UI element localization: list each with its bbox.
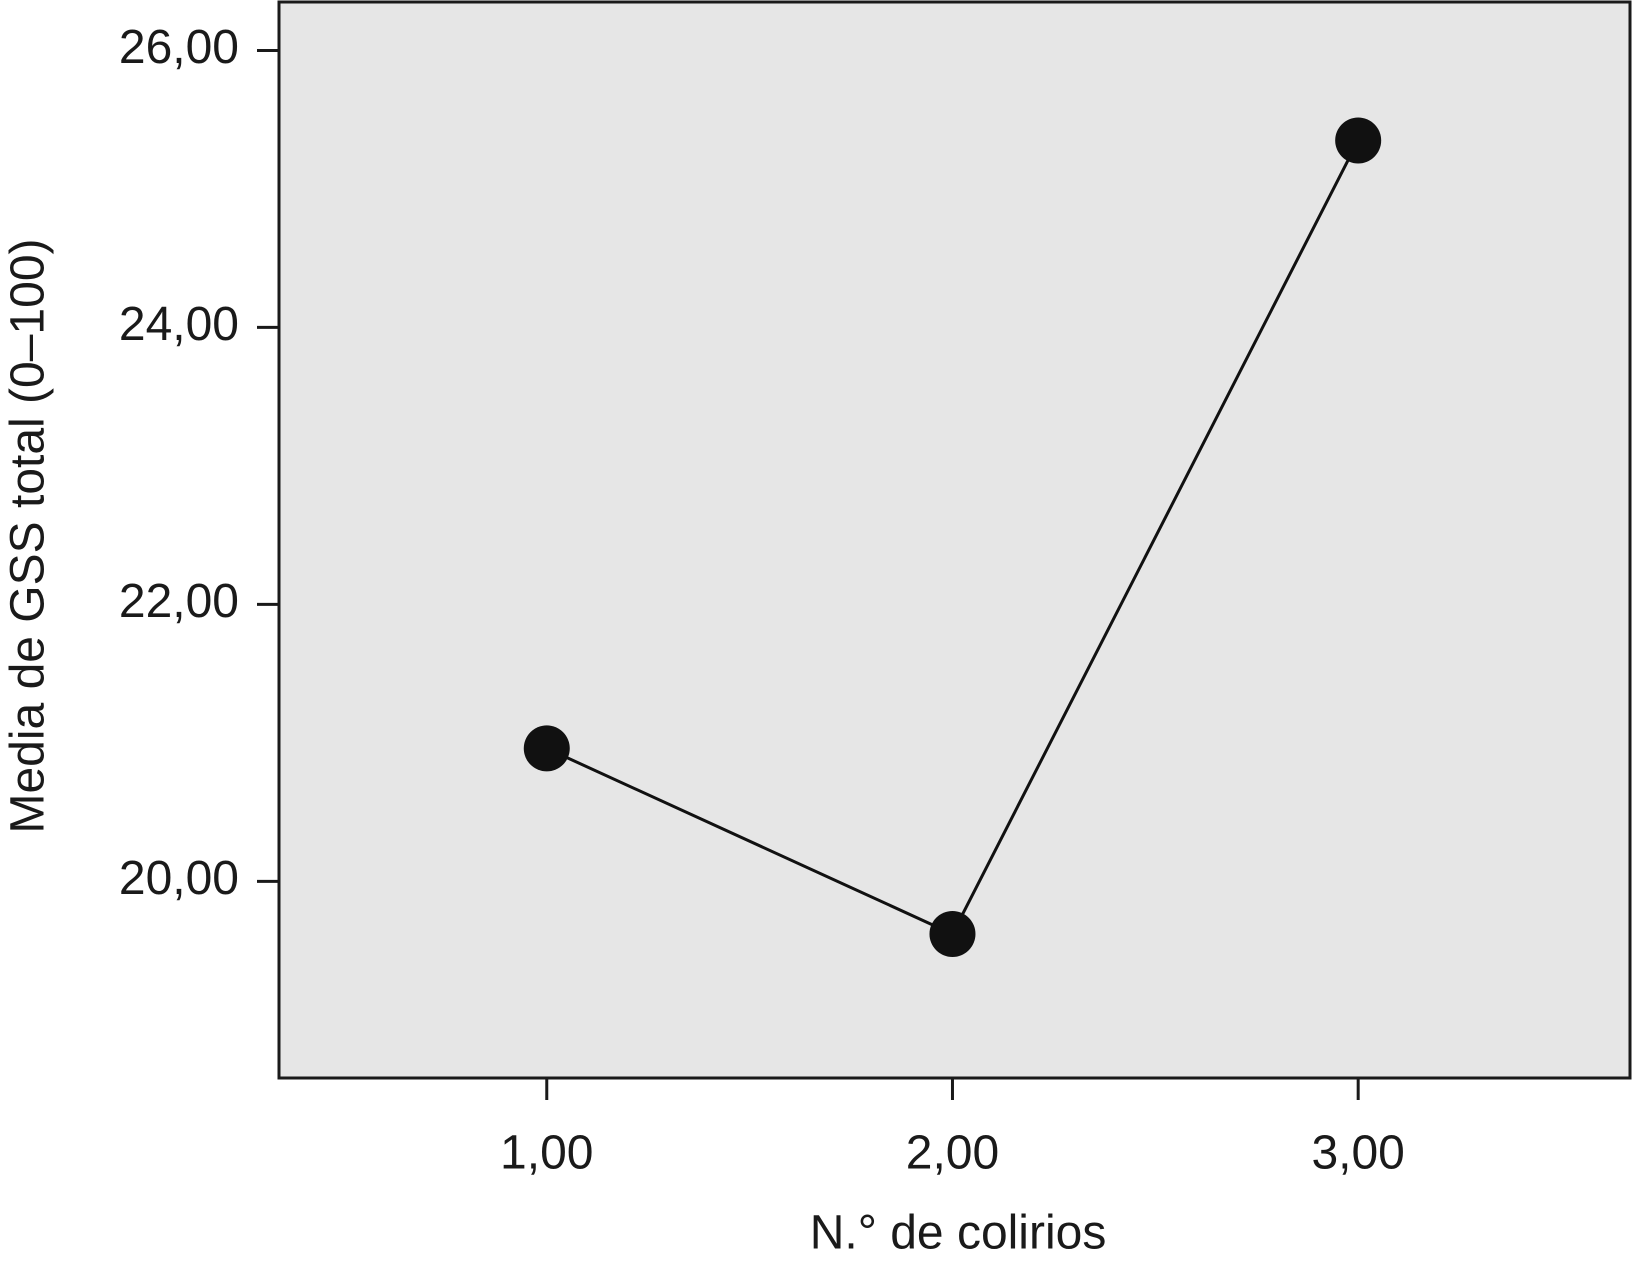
x-tick-label: 2,00: [906, 1127, 999, 1180]
x-tick-label: 3,00: [1311, 1127, 1404, 1180]
x-tick-label: 1,00: [500, 1127, 593, 1180]
y-tick-label: 24,00: [119, 298, 239, 351]
plot-area: [277, 0, 1632, 1080]
point: [1335, 117, 1382, 164]
y-tick-label: 22,00: [119, 575, 239, 628]
point: [523, 725, 570, 772]
y-axis-label: Media de GSS total (0–100): [2, 238, 55, 833]
x-axis-label: N.° de colirios: [810, 1207, 1107, 1260]
y-tick-label: 20,00: [119, 852, 239, 905]
point: [929, 910, 976, 957]
y-tick-label: 26,00: [119, 21, 239, 74]
